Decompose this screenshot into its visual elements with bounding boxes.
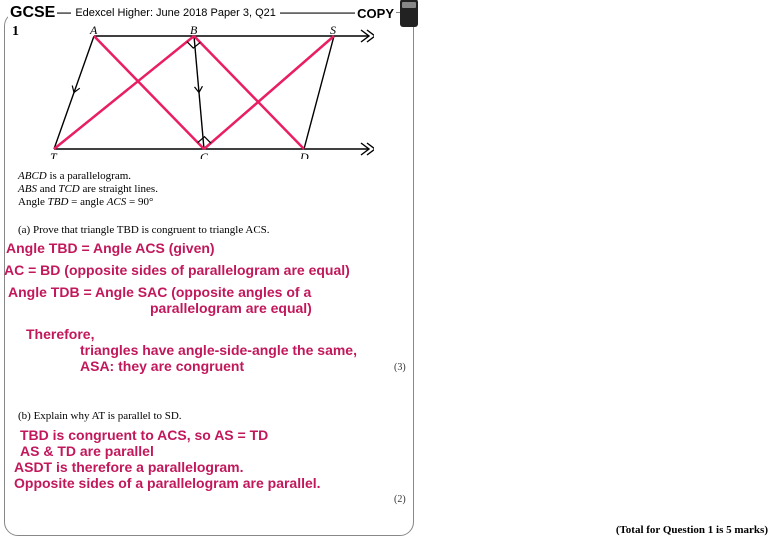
- hline: [280, 13, 355, 14]
- svg-text:T: T: [50, 150, 58, 159]
- svg-text:C: C: [200, 150, 209, 159]
- svg-text:S: S: [330, 24, 336, 37]
- answer-a-line2: AC = BD (opposite sides of parallelogram…: [4, 262, 350, 278]
- answer-a-line6: ASA: they are congruent: [80, 358, 244, 374]
- header: GCSE Edexcel Higher: June 2018 Paper 3, …: [8, 4, 418, 22]
- answer-a-line1: Angle TBD = Angle ACS (given): [6, 240, 215, 256]
- svg-text:A: A: [89, 24, 98, 37]
- answer-b-line1: TBD is congruent to ACS, so AS = TD: [20, 427, 268, 443]
- geometry-diagram: A B S T C D: [34, 24, 374, 159]
- answer-b-line4: Opposite sides of a parallelogram are pa…: [14, 475, 321, 491]
- question-number: 1: [12, 24, 19, 40]
- answer-a-line3b: parallelogram are equal): [150, 300, 312, 316]
- given-text: ABCD is a parallelogram. ABS and TCD are…: [18, 170, 158, 210]
- answer-b-line2: AS & TD are parallel: [20, 443, 154, 459]
- prompt-a: (a) Prove that triangle TBD is congruent…: [18, 224, 270, 236]
- marks-a: (3): [394, 362, 406, 373]
- marks-b: (2): [394, 494, 406, 505]
- answer-a-line5: triangles have angle-side-angle the same…: [80, 342, 357, 358]
- answer-b-line3: ASDT is therefore a parallelogram.: [14, 459, 244, 475]
- svg-text:D: D: [299, 150, 309, 159]
- hline: [57, 13, 71, 14]
- prompt-b: (b) Explain why AT is parallel to SD.: [18, 410, 182, 422]
- answer-a-line3: Angle TDB = Angle SAC (opposite angles o…: [8, 284, 311, 300]
- exam-title: Edexcel Higher: June 2018 Paper 3, Q21: [71, 7, 280, 19]
- svg-text:B: B: [190, 24, 198, 37]
- total-marks: (Total for Question 1 is 5 marks): [616, 524, 768, 536]
- gcse-label: GCSE: [8, 4, 57, 22]
- copy-label: COPY: [355, 6, 396, 21]
- calculator-icon: [400, 0, 418, 27]
- answer-a-line4: Therefore,: [26, 326, 94, 342]
